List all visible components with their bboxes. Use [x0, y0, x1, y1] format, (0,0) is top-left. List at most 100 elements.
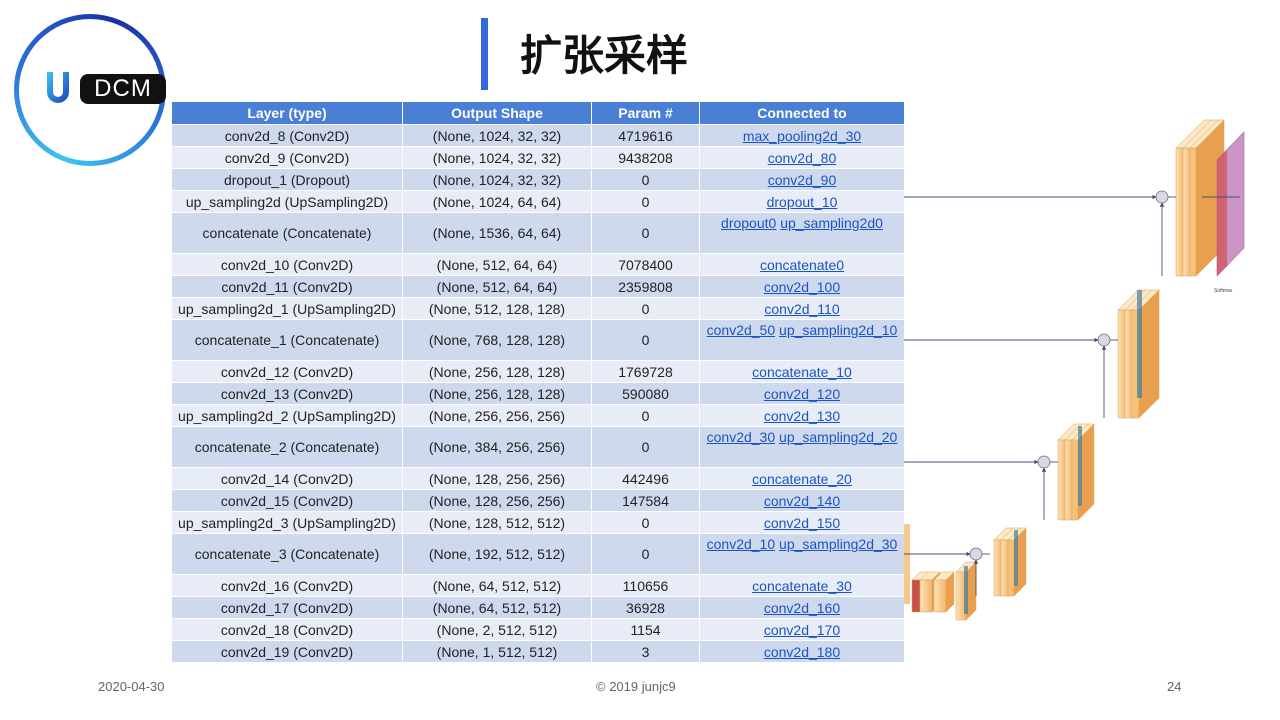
connected-layer-link[interactable]: conv2d_170	[763, 621, 841, 638]
connected-to-cell: conv2d_80	[699, 146, 905, 169]
connected-layer-link[interactable]: concatenate0	[759, 256, 845, 273]
connected-layer-link[interactable]: up_sampling2d_30	[779, 536, 898, 552]
connected-layer-link[interactable]: concatenate_20	[752, 470, 852, 487]
connected-to-cell: conv2d_50 up_sampling2d_10	[699, 319, 905, 361]
output-shape-cell: (None, 1536, 64, 64)	[402, 212, 592, 254]
connected-layer-link[interactable]: conv2d_140	[763, 492, 841, 509]
connected-layer-link[interactable]: up_sampling2d_10	[779, 322, 898, 338]
connected-layer-link[interactable]: conv2d_100	[763, 278, 841, 295]
param-count-cell: 0	[591, 212, 700, 254]
connected-layer-link[interactable]: up_sampling2d_20	[779, 429, 898, 445]
softmax-label: Softmax	[1214, 288, 1233, 294]
stage5-block-a-front	[911, 579, 921, 613]
layer-cell: conv2d_17 (Conv2D)	[171, 596, 403, 619]
table-row: concatenate_3 (Concatenate) (None, 192, 5…	[171, 533, 905, 575]
table-row: concatenate_2 (Concatenate) (None, 384, 2…	[171, 426, 905, 468]
connected-to-cell: conv2d_160	[699, 596, 905, 619]
layer-cell: conv2d_19 (Conv2D)	[171, 640, 403, 663]
concat-node-icon	[1155, 190, 1169, 204]
layer-cell: up_sampling2d_1 (UpSampling2D)	[171, 297, 403, 320]
layer-cell: conv2d_18 (Conv2D)	[171, 618, 403, 641]
connected-layer-link[interactable]: conv2d_120	[763, 385, 841, 402]
connected-layer-link[interactable]: conv2d_180	[763, 643, 841, 660]
param-count-cell: 1769728	[591, 360, 700, 383]
output-shape-cell: (None, 1024, 32, 32)	[402, 146, 592, 169]
layer-cell: conv2d_14 (Conv2D)	[171, 467, 403, 490]
layer-cell: dropout_1 (Dropout)	[171, 168, 403, 191]
param-count-cell: 0	[591, 190, 700, 213]
layer-cell: up_sampling2d_3 (UpSampling2D)	[171, 511, 403, 534]
connected-layer-link[interactable]: dropout_10	[766, 193, 838, 210]
layer-cell: conv2d_12 (Conv2D)	[171, 360, 403, 383]
table-row: conv2d_19 (Conv2D) (None, 1, 512, 512) 3 co…	[171, 640, 905, 663]
connected-to-cell: conv2d_10 up_sampling2d_30	[699, 533, 905, 575]
dcm-logo: DCM	[14, 14, 166, 166]
connected-layer-link[interactable]: conv2d_80	[767, 149, 837, 166]
layer-cell: concatenate_2 (Concatenate)	[171, 426, 403, 468]
table-row: conv2d_8 (Conv2D) (None, 1024, 32, 32) 471…	[171, 124, 905, 147]
stage5-block-b-front	[919, 579, 933, 613]
connected-to-cell: conv2d_180	[699, 640, 905, 663]
connected-to-cell: concatenate_30	[699, 574, 905, 597]
connected-layer-link[interactable]: concatenate_30	[752, 577, 852, 594]
concat-node-icon	[1037, 455, 1051, 469]
left-edge-block	[904, 524, 910, 604]
page-title: 扩张采样	[520, 31, 689, 80]
param-count-cell: 0	[591, 533, 700, 575]
table-row: up_sampling2d_2 (UpSampling2D) (None, 256…	[171, 404, 905, 427]
output-shape-cell: (None, 512, 128, 128)	[402, 297, 592, 320]
param-count-cell: 0	[591, 511, 700, 534]
connected-layer-link[interactable]: conv2d_160	[763, 599, 841, 616]
connected-layer-link[interactable]: conv2d_90	[767, 171, 837, 188]
stage5-skip-plane	[964, 566, 968, 614]
connected-layer-link[interactable]: dropout0	[721, 215, 777, 231]
connected-layer-link[interactable]: conv2d_110	[764, 300, 840, 317]
connected-to-cell: dropout_10	[699, 190, 905, 213]
table-header-row: Layer (type) Output Shape Param # Connec…	[171, 101, 905, 125]
layer-cell: conv2d_11 (Conv2D)	[171, 275, 403, 298]
param-count-cell: 147584	[591, 489, 700, 512]
param-count-cell: 1154	[591, 618, 700, 641]
concat-node-icon	[969, 547, 983, 561]
param-count-cell: 7078400	[591, 253, 700, 276]
table-row: conv2d_16 (Conv2D) (None, 64, 512, 512) 11…	[171, 574, 905, 597]
table-row: up_sampling2d_3 (UpSampling2D) (None, 128…	[171, 511, 905, 534]
stage3-block-c-front	[1071, 439, 1079, 521]
table-row: up_sampling2d (UpSampling2D) (None, 1024,…	[171, 190, 905, 213]
layer-cell: conv2d_13 (Conv2D)	[171, 382, 403, 405]
param-count-cell: 0	[591, 297, 700, 320]
output-shape-cell: (None, 128, 256, 256)	[402, 489, 592, 512]
unet-decoder-diagram: Softmax	[904, 119, 1245, 621]
logo-text: DCM	[80, 74, 166, 104]
param-count-cell: 110656	[591, 574, 700, 597]
connected-to-cell: conv2d_120	[699, 382, 905, 405]
connected-layer-link[interactable]: conv2d_130	[763, 407, 841, 424]
stage4-skip-plane	[1014, 530, 1018, 586]
connected-layer-link[interactable]: max_pooling2d_30	[742, 127, 862, 144]
stage5-block-c-front	[933, 579, 947, 613]
output-shape-cell: (None, 1024, 64, 64)	[402, 190, 592, 213]
table-row: conv2d_10 (Conv2D) (None, 512, 64, 64) 707…	[171, 253, 905, 276]
connected-to-cell: concatenate_20	[699, 467, 905, 490]
param-count-cell: 590080	[591, 382, 700, 405]
connected-to-cell: dropout0 up_sampling2d0	[699, 212, 905, 254]
output-shape-cell: (None, 64, 512, 512)	[402, 596, 592, 619]
connected-layer-link[interactable]: conv2d_50	[706, 322, 776, 338]
connected-to-cell: max_pooling2d_30	[699, 124, 905, 147]
connected-layer-link[interactable]: conv2d_150	[763, 514, 841, 531]
stage2-skip-plane	[1137, 290, 1142, 398]
param-count-cell: 4719616	[591, 124, 700, 147]
footer-copyright: © 2019 junjc9	[596, 679, 676, 694]
layer-cell: conv2d_16 (Conv2D)	[171, 574, 403, 597]
connected-to-cell: conv2d_150	[699, 511, 905, 534]
header-output-shape: Output Shape	[402, 101, 592, 125]
connected-layer-link[interactable]: concatenate_10	[752, 363, 852, 380]
connected-layer-link[interactable]: conv2d_10	[706, 536, 776, 552]
connected-layer-link[interactable]: conv2d_30	[706, 429, 776, 445]
output-shape-cell: (None, 128, 256, 256)	[402, 467, 592, 490]
layer-cell: concatenate (Concatenate)	[171, 212, 403, 254]
connected-layer-link[interactable]: up_sampling2d0	[780, 215, 883, 231]
stage1-block-c-front	[1189, 147, 1197, 277]
param-count-cell: 0	[591, 426, 700, 468]
connected-to-cell: concatenate_10	[699, 360, 905, 383]
